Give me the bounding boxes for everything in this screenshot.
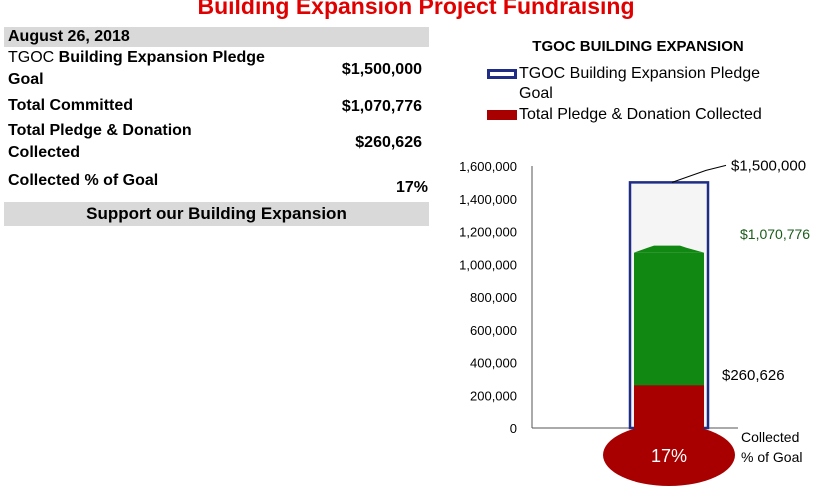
y-tick-label: 0 [510,421,517,436]
legend-item-collected: Total Pledge & Donation Collected [487,105,762,125]
y-tick-label: 400,000 [470,356,517,371]
goal-value: $1,500,000 [341,61,422,78]
bulb-caption-line1: Collected [741,429,799,445]
committed-value: $1,070,776 [341,98,422,115]
y-tick-label: 1,400,000 [459,192,517,207]
collected-label-line2: Collected [8,144,81,161]
y-tick-label: 1,200,000 [459,225,517,240]
bulb-percent-label: 17% [651,446,687,466]
legend-text-goal: TGOC Building Expansion Pledge Goal [519,65,761,102]
committed-label: Total Committed [8,97,134,114]
legend-swatch-goal [487,68,517,79]
collected-data-label: $260,626 [722,367,785,384]
committed-data-label: $1,070,776 [740,226,810,242]
y-tick-label: 800,000 [470,290,517,305]
chart-title: TGOC BUILDING EXPANSION [532,38,744,55]
goal-label-text: Building Expansion Pledge [54,49,265,66]
y-tick-label: 1,000,000 [459,257,517,272]
goal-label: TGOC Building Expansion Pledge Goal [8,47,308,91]
collected-label: Total Pledge & Donation Collected [8,120,308,164]
goal-label-line2: Goal [8,71,44,88]
legend-swatch-collected [487,109,517,120]
y-tick-label: 200,000 [470,388,517,403]
date-header: August 26, 2018 [4,27,429,47]
legend-item-goal: TGOC Building Expansion Pledge Goal [487,64,760,104]
thermometer-bulb [603,424,735,486]
legend-text-collected: Total Pledge & Donation Collected [519,106,762,123]
y-tick-label: 600,000 [470,323,517,338]
goal-leader-line [671,164,727,183]
support-banner: Support our Building Expansion [4,202,429,226]
committed-bar-cap [634,245,704,253]
report-date: August 26, 2018 [8,28,130,45]
collected-label-line1: Total Pledge & Donation [8,122,192,139]
goal-data-label: $1,500,000 [731,157,806,174]
collected-bar [634,385,704,428]
collected-value: $260,626 [355,134,422,151]
y-tick-label: 1,600,000 [459,159,517,174]
page-title: Building Expansion Project Fundraising [197,0,635,19]
percent-label: Collected % of Goal [8,172,159,189]
percent-value: 17% [395,179,428,196]
bulb-caption-line2: % of Goal [741,449,802,465]
goal-label-prefix: TGOC [8,49,55,66]
